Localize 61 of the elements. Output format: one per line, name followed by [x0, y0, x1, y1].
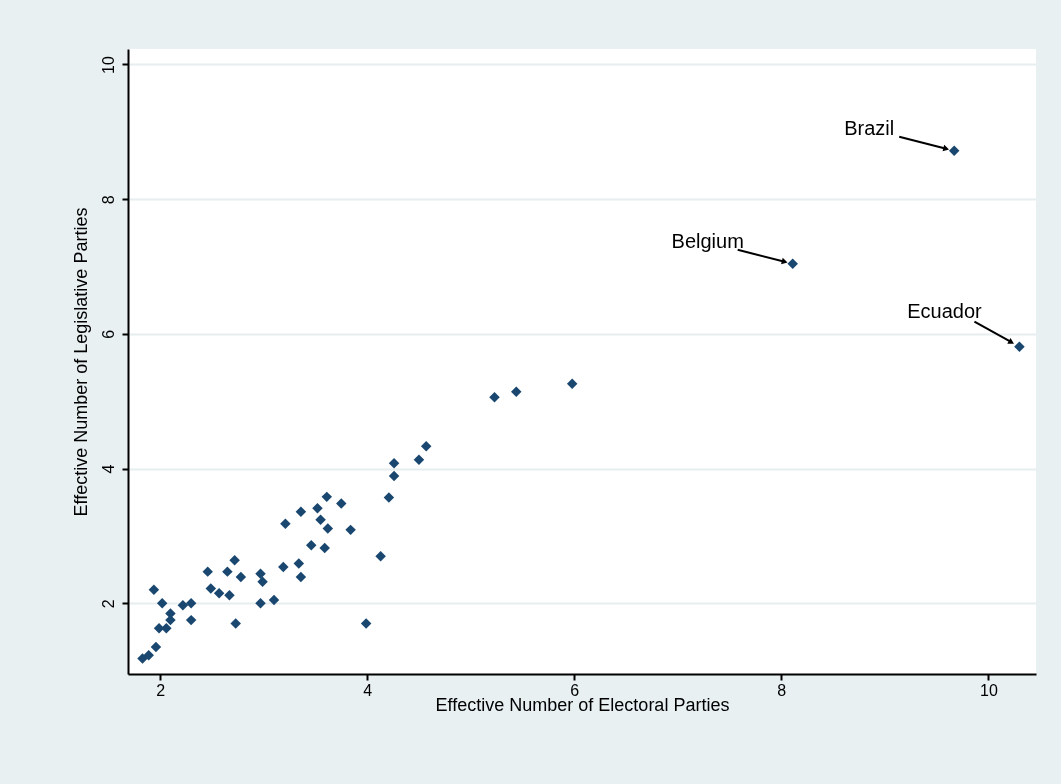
point — [268, 594, 280, 606]
point — [321, 491, 333, 503]
y-tick-label: 8 — [99, 195, 117, 205]
point — [185, 614, 197, 626]
point — [205, 583, 217, 594]
y-tick-label: 6 — [99, 329, 117, 339]
y-axis-title: Effective Number of Legislative Parties — [70, 207, 91, 517]
point — [566, 378, 578, 389]
point — [360, 618, 372, 629]
point — [213, 587, 225, 599]
point — [161, 622, 172, 634]
x-tick-label: 10 — [979, 681, 998, 699]
point — [315, 514, 326, 526]
point — [388, 457, 400, 469]
point — [388, 470, 400, 482]
point — [383, 492, 395, 503]
point — [224, 589, 235, 601]
point — [255, 598, 266, 609]
point — [345, 524, 356, 536]
point — [322, 523, 334, 534]
point — [489, 391, 500, 403]
point — [375, 550, 386, 562]
annotation: Brazil — [844, 116, 895, 139]
y-tick-label: 2 — [99, 599, 117, 609]
point — [295, 506, 307, 517]
y-tick-label: 10 — [99, 55, 117, 74]
point — [229, 554, 240, 566]
point — [255, 568, 266, 579]
point — [137, 653, 148, 664]
x-tick-label: 4 — [363, 681, 373, 699]
point — [319, 542, 330, 554]
point — [235, 571, 247, 583]
point — [420, 441, 432, 452]
point — [336, 498, 347, 509]
annotation: Ecuador — [907, 299, 983, 322]
point — [257, 576, 268, 587]
point — [222, 566, 233, 577]
point — [293, 558, 305, 569]
point — [185, 598, 197, 609]
point — [413, 454, 425, 466]
point — [230, 618, 241, 629]
x-tick-label: 2 — [156, 681, 166, 699]
point — [148, 584, 160, 596]
point — [306, 540, 317, 551]
point — [280, 518, 291, 530]
point — [143, 649, 154, 661]
point — [177, 600, 189, 611]
point — [295, 571, 307, 583]
point — [948, 145, 960, 156]
point — [156, 598, 168, 609]
x-tick-label: 6 — [570, 681, 580, 699]
x-tick-label: 8 — [777, 681, 787, 699]
point — [312, 503, 323, 514]
point — [202, 566, 213, 577]
point — [787, 258, 798, 270]
point — [1014, 341, 1025, 352]
point — [511, 386, 522, 398]
point — [150, 641, 162, 653]
annotation: Belgium — [671, 229, 744, 252]
y-tick-label: 4 — [99, 464, 117, 474]
point — [278, 561, 289, 573]
